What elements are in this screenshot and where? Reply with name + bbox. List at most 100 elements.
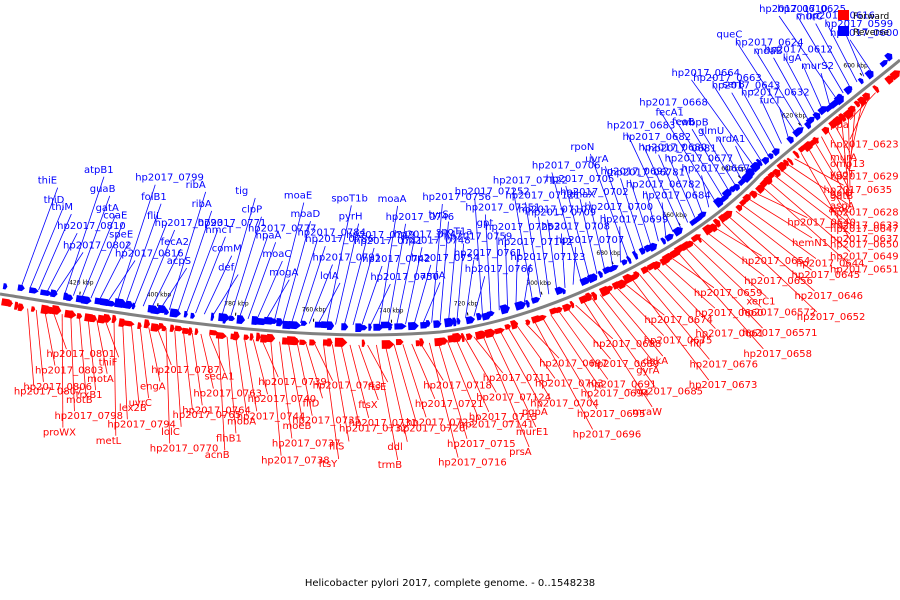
- forward-gene-label: hp2017_0801: [46, 349, 115, 360]
- reverse-gene-label: moaD: [291, 209, 321, 220]
- forward-gene-arrow: [554, 306, 563, 314]
- label-leader-line: [314, 343, 333, 381]
- label-leader-line: [714, 227, 762, 257]
- forward-gene-label: hp2017_0650: [830, 240, 899, 251]
- label-leader-line: [645, 191, 659, 242]
- reverse-gene-arrow: [486, 310, 495, 317]
- label-leader-line: [195, 236, 226, 314]
- reverse-gene-arrow: [360, 325, 368, 331]
- forward-gene-arrow: [661, 253, 675, 264]
- label-leader-line: [654, 266, 716, 329]
- forward-gene-label: hp2017_0660: [695, 308, 764, 319]
- label-leader-line: [413, 264, 432, 324]
- label-leader-line: [464, 338, 497, 393]
- forward-gene-label: aroC: [829, 205, 852, 216]
- forward-gene-label: fliD: [303, 398, 320, 409]
- label-leader-line: [35, 309, 44, 382]
- reverse-gene-label: pyrH: [339, 212, 363, 223]
- reverse-gene-arrow: [28, 287, 39, 294]
- reverse-gene-arrow: [631, 250, 639, 260]
- forward-gene-arrow: [169, 324, 175, 332]
- forward-gene-label: xerC1: [746, 297, 775, 308]
- forward-gene-label: omp13: [830, 159, 865, 170]
- forward-gene-label: mobA: [227, 416, 256, 427]
- forward-gene-arrow: [509, 319, 519, 330]
- forward-gene-arrow: [438, 337, 448, 346]
- reverse-gene-arrow: [620, 259, 628, 266]
- label-leader-line: [291, 239, 318, 323]
- label-leader-line: [317, 282, 341, 325]
- label-leader-line: [523, 263, 531, 303]
- forward-gene-label: hp2017_0697: [539, 358, 608, 369]
- reverse-gene-label: hp2017_0756: [422, 192, 491, 203]
- forward-gene-label: hp2017_0715: [447, 439, 516, 450]
- reverse-gene-arrow: [732, 183, 740, 192]
- label-leader-line: [456, 243, 465, 320]
- label-leader-line: [79, 316, 87, 395]
- label-leader-line: [762, 186, 851, 266]
- label-leader-line: [305, 343, 323, 399]
- label-leader-line: [376, 344, 399, 461]
- forward-gene-label: hp2017_0675: [644, 336, 713, 347]
- forward-gene-label: hp2017_0623: [830, 139, 899, 150]
- reverse-gene-arrow: [499, 304, 510, 315]
- forward-gene-label: hp2017_0798: [54, 411, 123, 422]
- label-leader-line: [685, 247, 763, 329]
- label-leader-line: [749, 199, 813, 239]
- label-leader-line: [667, 155, 696, 218]
- label-leader-line: [849, 108, 856, 169]
- reverse-gene-arrow: [425, 320, 431, 327]
- reverse-gene-label: hp2017_07253: [485, 222, 560, 233]
- reverse-gene-arrow: [514, 300, 527, 311]
- reverse-gene-label: uvrA: [585, 154, 608, 165]
- reverse-gene-arrow: [368, 323, 372, 331]
- reverse-gene-label: feoB: [672, 117, 695, 128]
- forward-gene-label: yggT: [830, 169, 856, 180]
- label-leader-line: [256, 260, 283, 320]
- label-leader-line: [508, 328, 551, 399]
- label-leader-line: [191, 332, 203, 406]
- forward-gene-label: gatB: [830, 191, 853, 202]
- label-leader-line: [209, 334, 225, 372]
- label-leader-line: [626, 132, 674, 233]
- reverse-gene-arrow: [712, 197, 724, 209]
- label-leader-line: [122, 323, 128, 420]
- forward-gene-label: hp2017_0765: [172, 410, 241, 421]
- reverse-gene-arrow: [190, 312, 195, 319]
- forward-gene-arrow: [872, 85, 880, 94]
- forward-gene-arrow: [856, 96, 867, 107]
- label-leader-line: [265, 279, 290, 321]
- label-leader-line: [797, 15, 844, 94]
- reverse-gene-label: spoT1a: [436, 227, 472, 238]
- reverse-gene-label: hp2017_0777: [248, 224, 317, 235]
- label-leader-line: [572, 247, 577, 285]
- label-leader-line: [599, 294, 657, 366]
- reverse-gene-label: hp2017_07122: [493, 176, 568, 187]
- label-leader-line: [717, 137, 742, 180]
- reverse-gene-arrow: [812, 112, 821, 121]
- label-leader-line: [525, 323, 560, 359]
- reverse-gene-label: hp2017_0684: [642, 190, 711, 201]
- label-leader-line: [482, 334, 530, 448]
- reverse-gene-label: dnaX: [570, 189, 596, 200]
- forward-gene-arrow: [801, 141, 814, 153]
- tick-label: 720 kbp: [454, 301, 479, 308]
- forward-gene-arrow: [640, 266, 650, 275]
- reverse-gene-label: hp2017_0664: [671, 68, 740, 79]
- label-leader-line: [235, 337, 248, 417]
- reverse-gene-arrow: [625, 255, 632, 265]
- label-leader-line: [781, 169, 851, 225]
- forward-gene-label: hp2017_0718: [423, 380, 492, 391]
- reverse-gene-label: thiE: [38, 176, 57, 187]
- reverse-gene-label: comM: [212, 244, 242, 255]
- reverse-gene-label: rpoN: [570, 142, 594, 153]
- forward-gene-arrow: [17, 303, 25, 312]
- label-leader-line: [474, 198, 483, 315]
- reverse-gene-arrow: [228, 315, 235, 322]
- label-leader-line: [349, 344, 370, 418]
- reverse-gene-arrow: [836, 93, 843, 100]
- reverse-gene-label: hp2017_0786: [305, 234, 374, 245]
- label-leader-line: [261, 340, 279, 378]
- reverse-gene-label: fecA2: [161, 237, 189, 248]
- tick-label: 640 kbp: [721, 166, 746, 173]
